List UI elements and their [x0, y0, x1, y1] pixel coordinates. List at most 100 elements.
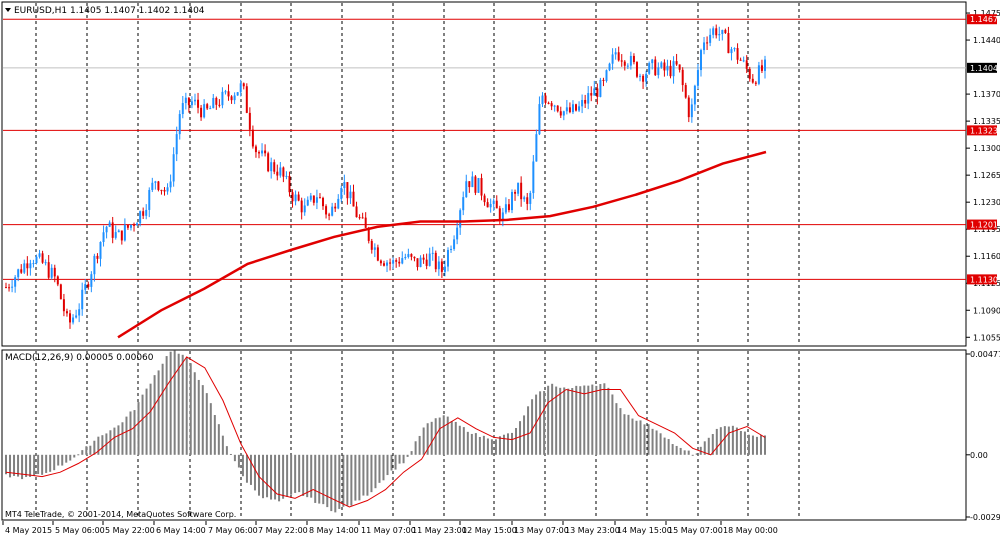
candle-body: [23, 263, 26, 273]
macd-bar: [583, 385, 586, 455]
candle-body: [696, 70, 699, 86]
candle-body: [145, 209, 148, 216]
candle-body: [99, 241, 102, 259]
candle-body: [681, 69, 684, 86]
candle-body: [392, 260, 395, 264]
candle-body: [535, 134, 538, 162]
candle-body: [727, 33, 730, 54]
candle-body: [669, 65, 672, 77]
candle-body: [742, 60, 745, 62]
candle-body: [721, 29, 724, 35]
time-label: 11 May 07:00: [361, 526, 416, 535]
macd-bar: [374, 454, 377, 489]
candle-body: [501, 212, 504, 221]
candle-body: [614, 52, 617, 55]
macd-bar: [502, 434, 505, 455]
macd-bar: [286, 454, 289, 497]
candle-body: [133, 224, 136, 226]
horizontal-levels: [3, 18, 966, 280]
candle-body: [291, 192, 294, 202]
macd-bar: [551, 383, 554, 455]
candle-body: [5, 287, 7, 289]
candle-body: [413, 256, 416, 259]
macd-bar: [245, 454, 248, 483]
macd-bar: [225, 446, 228, 455]
candle-body: [120, 230, 123, 241]
macd-bar: [607, 387, 610, 455]
macd-bar: [739, 430, 742, 455]
macd-bar: [414, 441, 417, 455]
macd-bar: [5, 454, 7, 475]
candle-body: [699, 50, 702, 71]
macd-bar: [571, 388, 574, 455]
candle-body: [477, 178, 480, 193]
candle-body: [407, 254, 410, 257]
triangle-down-icon[interactable]: [5, 8, 11, 12]
candle-body: [154, 181, 157, 183]
candle-body: [657, 67, 660, 76]
candle-body: [565, 107, 568, 112]
candle-body: [687, 97, 690, 118]
candle-body: [17, 269, 20, 278]
macd-bar: [695, 453, 698, 455]
candle-body: [715, 28, 718, 36]
candle-body: [760, 65, 763, 71]
candle-body: [29, 263, 32, 269]
moving-average-line: [117, 150, 767, 339]
macd-bar: [33, 454, 36, 476]
macd-bar: [426, 423, 429, 455]
macd-bar: [515, 428, 518, 455]
candle-body: [285, 175, 288, 177]
candle-body: [440, 261, 443, 272]
current-price-label: 1.1404: [970, 64, 998, 73]
time-axis: 4 May 2015 5 May 06:00 5 May 22:00 6 May 14…: [2, 521, 778, 535]
macd-bar: [153, 375, 156, 455]
macd-bar: [318, 454, 321, 504]
symbol-header: EURUSD,H1 1.1405 1.1407 1.1402 1.1404: [14, 6, 205, 16]
candle-body: [224, 91, 227, 93]
candle-body: [389, 262, 392, 264]
candle-body: [678, 64, 681, 70]
macd-bar: [145, 388, 148, 455]
macd-bar: [338, 454, 341, 509]
candle-body: [197, 99, 200, 108]
macd-bar: [719, 427, 722, 455]
macd-bar: [262, 454, 265, 499]
candle-body: [136, 223, 139, 226]
candle-body: [270, 162, 273, 172]
candle-body: [355, 206, 358, 218]
candle-body: [111, 222, 114, 238]
macd-bar: [129, 411, 132, 455]
macd-bar: [747, 434, 750, 455]
candle-body: [53, 267, 56, 277]
candle-body: [361, 217, 364, 219]
candle-body: [309, 195, 312, 200]
macd-bar: [390, 454, 393, 471]
macd-bar: [37, 454, 40, 475]
macd-bar: [173, 350, 176, 455]
candle-body: [511, 191, 513, 211]
macd-bar: [679, 447, 682, 455]
candle-body: [703, 42, 706, 51]
candle-body: [47, 262, 50, 278]
candle-body: [41, 253, 44, 263]
candle-body: [684, 85, 687, 98]
macd-bar: [470, 433, 473, 455]
price-panel[interactable]: [1, 1, 967, 347]
macd-bar: [466, 431, 469, 455]
candle-body: [108, 222, 111, 227]
candle-body: [169, 181, 172, 188]
macd-bar: [599, 384, 602, 455]
candle-body: [523, 197, 526, 200]
macd-bar: [611, 394, 614, 455]
macd-axis-label: 0.00: [970, 451, 988, 460]
macd-bar: [603, 383, 606, 455]
candle-body: [96, 255, 99, 259]
candle-body: [575, 104, 578, 111]
macd-bar: [141, 394, 144, 455]
moving-average: [117, 150, 767, 339]
macd-bar: [446, 416, 449, 455]
macd-bar: [454, 421, 457, 455]
macd-bar: [330, 454, 333, 512]
